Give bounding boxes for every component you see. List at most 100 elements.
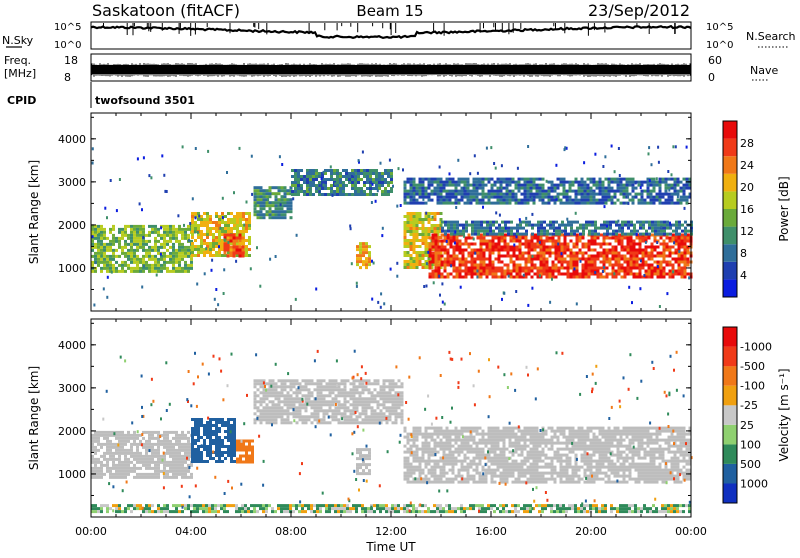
scatter-cell: [254, 189, 257, 192]
scatter-cell: [287, 412, 290, 415]
scatter-cell: [359, 451, 362, 454]
scatter-cell: [109, 467, 112, 470]
scatter-cell: [546, 273, 549, 276]
scatter-cell: [678, 267, 681, 270]
scatter-cell: [306, 193, 309, 196]
scatter-cell: [401, 421, 404, 424]
scatter-cell: [175, 434, 178, 437]
scatter-cell: [581, 202, 584, 205]
scatter-cell: [197, 245, 200, 248]
noise-cell: [677, 195, 679, 198]
scatter-cell: [441, 249, 444, 252]
scatter-cell: [419, 196, 422, 199]
noise-cell: [463, 235, 465, 238]
scatter-cell: [254, 207, 257, 210]
scatter-cell: [356, 466, 359, 469]
scatter-cell: [390, 172, 393, 175]
scatter-cell: [492, 273, 495, 276]
scatter-cell: [599, 178, 602, 181]
scatter-cell: [103, 246, 106, 249]
scatter-cell: [534, 246, 537, 249]
scatter-cell: [462, 243, 465, 246]
scatter-cell: [422, 251, 425, 254]
scatter-cell: [97, 440, 100, 443]
scatter-cell: [555, 230, 558, 233]
colorbar-swatch: [723, 227, 737, 245]
scatter-cell: [545, 202, 548, 205]
scatter-cell: [353, 382, 356, 385]
scatter-cell: [115, 261, 118, 264]
scatter-cell: [558, 246, 561, 249]
scatter-cell: [332, 379, 335, 382]
scatter-cell: [410, 178, 413, 181]
scatter-cell: [419, 263, 422, 266]
scatter-cell: [660, 233, 663, 236]
noise-cell: [106, 296, 108, 299]
scatter-cell: [245, 461, 248, 464]
scatter-cell: [172, 464, 175, 467]
scatter-cell: [450, 255, 453, 258]
scatter-cell: [549, 273, 552, 276]
scatter-cell: [591, 267, 594, 270]
scatter-cell: [504, 276, 507, 279]
scatter-cell: [145, 464, 148, 467]
scatter-cell: [194, 245, 197, 248]
scatter-cell: [530, 193, 533, 196]
scatter-cell: [106, 464, 109, 467]
freq-left-top: 18: [64, 54, 78, 67]
scatter-cell: [422, 187, 425, 190]
scatter-cell: [100, 431, 103, 434]
scatter-cell: [136, 443, 139, 446]
scatter-cell: [467, 199, 470, 202]
scatter-cell: [614, 202, 617, 205]
scatter-cell: [157, 440, 160, 443]
scatter-cell: [387, 169, 390, 172]
scatter-cell: [527, 184, 530, 187]
scatter-cell: [537, 230, 540, 233]
scatter-cell: [462, 230, 465, 233]
scatter-cell: [576, 243, 579, 246]
scatter-cell: [194, 439, 197, 442]
scatter-cell: [671, 196, 674, 199]
scatter-cell: [674, 202, 677, 205]
scatter-cell: [166, 464, 169, 467]
scatter-cell: [398, 385, 401, 388]
scatter-cell: [434, 193, 437, 196]
scatter-cell: [486, 227, 489, 230]
scatter-cell: [263, 391, 266, 394]
scatter-cell: [121, 449, 124, 452]
scatter-cell: [145, 449, 148, 452]
scatter-cell: [191, 442, 194, 445]
scatter-cell: [480, 237, 483, 240]
scatter-cell: [473, 199, 476, 202]
scatter-cell: [425, 233, 428, 236]
scatter-cell: [683, 196, 686, 199]
scatter-cell: [416, 187, 419, 190]
scatter-cell: [366, 169, 369, 172]
scatter-cell: [369, 187, 372, 190]
scatter-cell: [142, 225, 145, 228]
scatter-cell: [100, 443, 103, 446]
scatter-cell: [124, 473, 127, 476]
scatter-cell: [438, 264, 441, 267]
scatter-cell: [118, 431, 121, 434]
scatter-cell: [453, 264, 456, 267]
scatter-cell: [498, 276, 501, 279]
scatter-cell: [471, 252, 474, 255]
scatter-cell: [615, 252, 618, 255]
scatter-cell: [471, 233, 474, 236]
scatter-cell: [503, 181, 506, 184]
scatter-cell: [582, 243, 585, 246]
scatter-cell: [516, 233, 519, 236]
scatter-cell: [365, 263, 368, 266]
scatter-cell: [302, 388, 305, 391]
scatter-cell: [287, 421, 290, 424]
scatter-cell: [133, 434, 136, 437]
scatter-cell: [429, 264, 432, 267]
scatter-cell: [94, 255, 97, 258]
scatter-cell: [419, 181, 422, 184]
scatter-cell: [260, 421, 263, 424]
scatter-cell: [194, 221, 197, 224]
scatter-cell: [200, 460, 203, 463]
